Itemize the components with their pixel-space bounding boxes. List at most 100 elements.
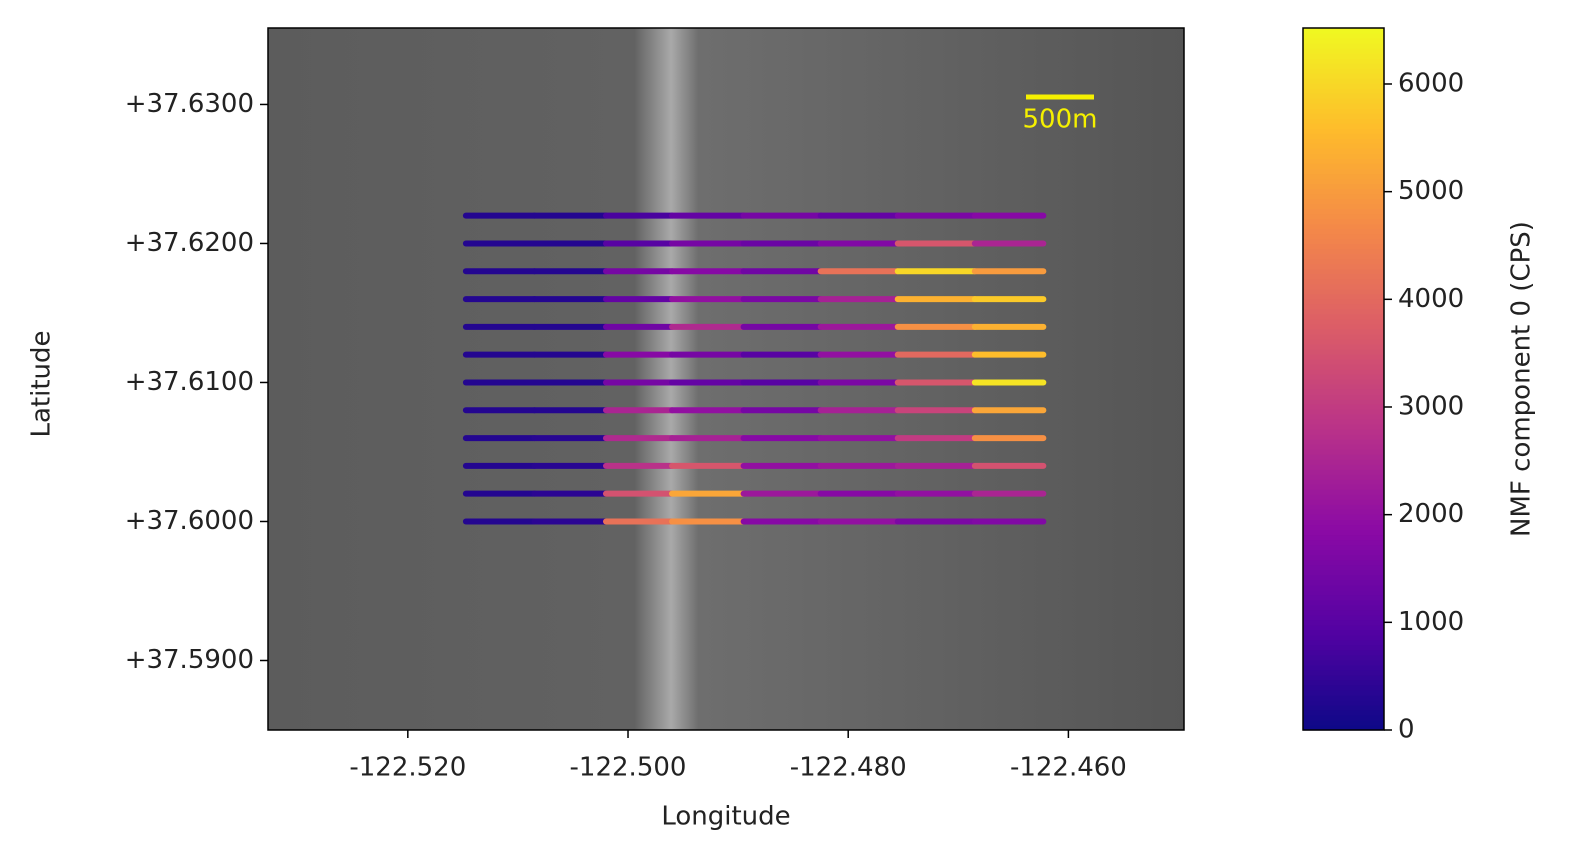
y-axis-label: Latitude — [27, 330, 57, 437]
colorbar-swatch — [1303, 639, 1384, 646]
colorbar-swatch — [1303, 118, 1384, 124]
colorbar-tick-label: 4000 — [1398, 284, 1464, 314]
colorbar-swatch — [1303, 38, 1384, 44]
colorbar-swatch — [1303, 509, 1384, 515]
colorbar-swatch — [1303, 389, 1384, 395]
colorbar-swatch — [1303, 113, 1384, 119]
colorbar-swatch — [1303, 363, 1384, 370]
colorbar-swatch — [1303, 373, 1384, 380]
colorbar-swatch — [1303, 659, 1384, 666]
colorbar-swatch — [1303, 348, 1384, 355]
colorbar-swatch — [1303, 634, 1384, 641]
colorbar-swatch — [1303, 238, 1384, 245]
colorbar-swatch — [1303, 73, 1384, 79]
colorbar-swatch — [1303, 308, 1384, 315]
colorbar-swatch — [1303, 223, 1384, 230]
colorbar-swatch — [1303, 198, 1384, 205]
colorbar-swatch — [1303, 88, 1384, 94]
colorbar-swatch — [1303, 524, 1384, 531]
colorbar-swatch — [1303, 679, 1384, 686]
colorbar-swatch — [1303, 233, 1384, 240]
colorbar-swatch — [1303, 664, 1384, 671]
colorbar-tick-label: 1000 — [1398, 607, 1464, 637]
colorbar-swatch — [1303, 173, 1384, 180]
colorbar-tick-label: 5000 — [1398, 176, 1464, 206]
colorbar-swatch — [1303, 298, 1384, 305]
colorbar-swatch — [1303, 93, 1384, 99]
colorbar-swatch — [1303, 699, 1384, 706]
colorbar-swatch — [1303, 158, 1384, 164]
colorbar-swatch — [1303, 258, 1384, 265]
colorbar-swatch — [1303, 28, 1384, 34]
colorbar-swatch — [1303, 193, 1384, 200]
colorbar-swatch — [1303, 33, 1384, 39]
colorbar-swatch — [1303, 288, 1384, 295]
colorbar-swatch — [1303, 574, 1384, 581]
colorbar-swatch — [1303, 459, 1384, 465]
map-background — [268, 28, 1184, 730]
colorbar-swatch — [1303, 449, 1384, 455]
colorbar-tick-label: 6000 — [1398, 68, 1464, 98]
colorbar-swatch — [1303, 569, 1384, 576]
colorbar-swatch — [1303, 464, 1384, 470]
colorbar-swatch — [1303, 153, 1384, 159]
colorbar-swatch — [1303, 614, 1384, 621]
colorbar-swatch — [1303, 188, 1384, 195]
colorbar-swatch — [1303, 549, 1384, 556]
colorbar-swatch — [1303, 479, 1384, 485]
colorbar-swatch — [1303, 654, 1384, 661]
colorbar-swatch — [1303, 358, 1384, 365]
y-tick-label: +37.5900 — [125, 645, 254, 675]
colorbar-swatch — [1303, 434, 1384, 440]
colorbar-swatch — [1303, 83, 1384, 89]
colorbar-swatch — [1303, 419, 1384, 425]
y-tick-label: +37.6100 — [125, 367, 254, 397]
colorbar-swatch — [1303, 439, 1384, 445]
colorbar-swatch — [1303, 384, 1384, 390]
colorbar-swatch — [1303, 594, 1384, 601]
colorbar-swatch — [1303, 78, 1384, 84]
colorbar-swatch — [1303, 689, 1384, 696]
colorbar-swatch — [1303, 469, 1384, 475]
colorbar-swatch — [1303, 724, 1384, 731]
colorbar-swatch — [1303, 609, 1384, 616]
colorbar-swatch — [1303, 43, 1384, 49]
colorbar-swatch — [1303, 529, 1384, 536]
colorbar-swatch — [1303, 454, 1384, 460]
colorbar-swatch — [1303, 399, 1384, 405]
colorbar-swatch — [1303, 414, 1384, 420]
colorbar-swatch — [1303, 474, 1384, 480]
colorbar-swatch — [1303, 709, 1384, 716]
colorbar-swatch — [1303, 629, 1384, 636]
colorbar-swatch — [1303, 394, 1384, 400]
colorbar-swatch — [1303, 243, 1384, 250]
x-tick-label: -122.520 — [349, 753, 466, 783]
colorbar-swatch — [1303, 148, 1384, 154]
colorbar-swatch — [1303, 554, 1384, 561]
colorbar-swatch — [1303, 669, 1384, 676]
colorbar-swatch — [1303, 278, 1384, 285]
colorbar-swatch — [1303, 283, 1384, 290]
colorbar-swatch — [1303, 63, 1384, 69]
colorbar-swatch — [1303, 293, 1384, 300]
plot-frame — [267, 27, 1185, 731]
colorbar-swatch — [1303, 644, 1384, 651]
x-tick-label: -122.500 — [570, 753, 687, 783]
colorbar-swatch — [1303, 539, 1384, 546]
colorbar-swatch — [1303, 379, 1384, 385]
colorbar-swatch — [1303, 494, 1384, 500]
colorbar-swatch — [1303, 714, 1384, 721]
colorbar-swatch — [1303, 253, 1384, 260]
colorbar-swatch — [1303, 424, 1384, 430]
colorbar-tick-label: 3000 — [1398, 391, 1464, 421]
colorbar-swatch — [1303, 53, 1384, 59]
colorbar-swatch — [1303, 108, 1384, 114]
y-tick-label: +37.6300 — [125, 89, 254, 119]
colorbar-swatch — [1303, 323, 1384, 330]
colorbar-swatch — [1303, 228, 1384, 235]
colorbar-swatch — [1303, 694, 1384, 701]
colorbar-swatch — [1303, 273, 1384, 280]
colorbar-swatch — [1303, 719, 1384, 726]
colorbar-swatch — [1303, 338, 1384, 345]
